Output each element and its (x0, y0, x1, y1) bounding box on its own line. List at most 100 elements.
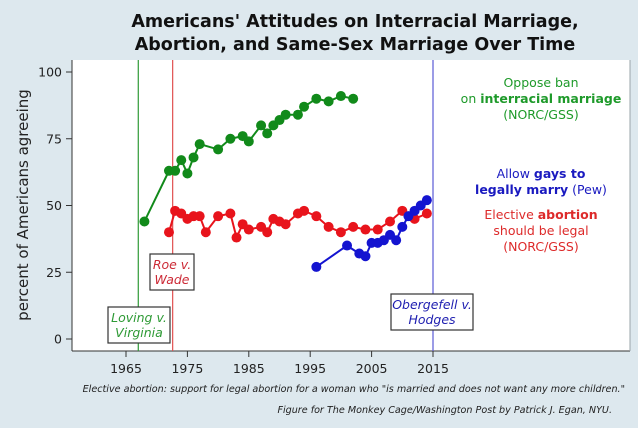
footnote-credit: Figure for The Monkey Cage/Washington Po… (277, 405, 612, 416)
data-point (311, 93, 322, 104)
data-point (342, 240, 353, 251)
chart-title-line-1: Americans' Attitudes on Interracial Marr… (131, 12, 578, 32)
data-point (335, 91, 346, 102)
data-point (139, 216, 150, 227)
footnote-definition: Elective abortion: support for legal abo… (83, 384, 625, 395)
data-point (360, 224, 371, 235)
data-point (348, 221, 359, 232)
legend-text: Elective abortion (484, 207, 597, 222)
data-point (360, 251, 371, 262)
x-ticks: 1965 1975 1985 1995 2005 2015 (110, 351, 449, 376)
data-point (231, 232, 242, 243)
data-point (262, 128, 273, 139)
legend-text-segment: on (461, 91, 481, 106)
data-point (323, 96, 334, 107)
annotation-label: Loving v. (111, 310, 167, 325)
legend-text-segment: abortion (538, 207, 598, 222)
data-point (213, 144, 224, 155)
data-point (243, 136, 254, 147)
legend-text-segment: Elective (484, 207, 537, 222)
legend-text-segment: should be legal (493, 223, 588, 238)
annotation-box (107, 306, 171, 344)
legend-text-segment: (Pew) (568, 182, 607, 197)
annotation-box (149, 253, 195, 291)
data-point (348, 93, 359, 104)
x-tick-label: 1975 (171, 361, 203, 376)
legend-text: (NORC/GSS) (503, 107, 579, 122)
legend-text: (NORC/GSS) (503, 239, 579, 254)
y-axis-title: percent of Americans agreeing (14, 89, 32, 321)
y-tick-label: 25 (46, 265, 62, 280)
y-tick-label: 50 (46, 198, 62, 213)
legend-text-segment: legally marry (475, 182, 568, 197)
x-tick-label: 1995 (294, 361, 326, 376)
legend-text-segment: Oppose ban (503, 75, 578, 90)
data-point (292, 109, 303, 120)
annotation-label: Wade (155, 272, 190, 287)
x-tick-label: 2005 (356, 361, 388, 376)
legend-text: should be legal (493, 223, 588, 238)
annotation-label: Obergefell v. (392, 297, 472, 312)
data-point (299, 101, 310, 112)
legend-text: Oppose ban (503, 75, 578, 90)
legend-text: legally marry (Pew) (475, 182, 607, 197)
x-tick-label: 2015 (417, 361, 449, 376)
event-boxes: Loving v.Virginia Roe v.Wade Obergefell v.… (107, 253, 474, 344)
data-point (225, 133, 236, 144)
legend-text: on interracial marriage (461, 91, 622, 106)
legend-text-segment: interracial marriage (480, 91, 621, 106)
legend-text-segment: (NORC/GSS) (503, 107, 579, 122)
data-point (385, 216, 396, 227)
legend-text-segment: (NORC/GSS) (503, 239, 579, 254)
x-tick-label: 1965 (110, 361, 142, 376)
data-point (213, 211, 224, 222)
data-point (421, 208, 432, 219)
data-point (170, 165, 181, 176)
series-2 (311, 195, 432, 272)
y-tick-label: 100 (38, 65, 62, 80)
data-point (323, 221, 334, 232)
data-point (194, 139, 205, 150)
legend-text-segment: Allow (497, 166, 534, 181)
series-layer (139, 91, 432, 272)
y-ticks: 0 25 50 75 100 (38, 65, 72, 347)
data-point (421, 195, 432, 206)
data-point (311, 261, 322, 272)
data-point (176, 155, 187, 166)
data-point (188, 152, 199, 163)
data-point (299, 205, 310, 216)
legend-text: Allow gays to (497, 166, 586, 181)
annotation-label: Virginia (115, 325, 163, 340)
data-point (311, 211, 322, 222)
data-point (194, 211, 205, 222)
data-point (243, 224, 254, 235)
data-point (225, 208, 236, 219)
data-point (256, 120, 267, 131)
data-point (372, 224, 383, 235)
legend-text-segment: gays to (534, 166, 586, 181)
x-tick-label: 1985 (233, 361, 265, 376)
series-line (143, 94, 354, 222)
data-point (182, 168, 193, 179)
event-annotation: Obergefell v.Hodges (390, 293, 474, 331)
chart-title-line-2: Abortion, and Same-Sex Marriage Over Tim… (135, 35, 576, 55)
annotation-label: Hodges (408, 312, 456, 327)
data-point (200, 227, 211, 238)
data-point (280, 109, 291, 120)
event-annotation: Loving v.Virginia (107, 306, 171, 344)
data-point (335, 227, 346, 238)
annotation-label: Roe v. (153, 257, 191, 272)
data-point (163, 227, 174, 238)
data-point (280, 219, 291, 230)
plot-area (72, 60, 630, 351)
event-annotation: Roe v.Wade (149, 253, 195, 291)
series-1 (163, 205, 432, 243)
y-tick-label: 75 (46, 131, 62, 146)
data-point (262, 227, 273, 238)
series-0 (139, 91, 359, 227)
